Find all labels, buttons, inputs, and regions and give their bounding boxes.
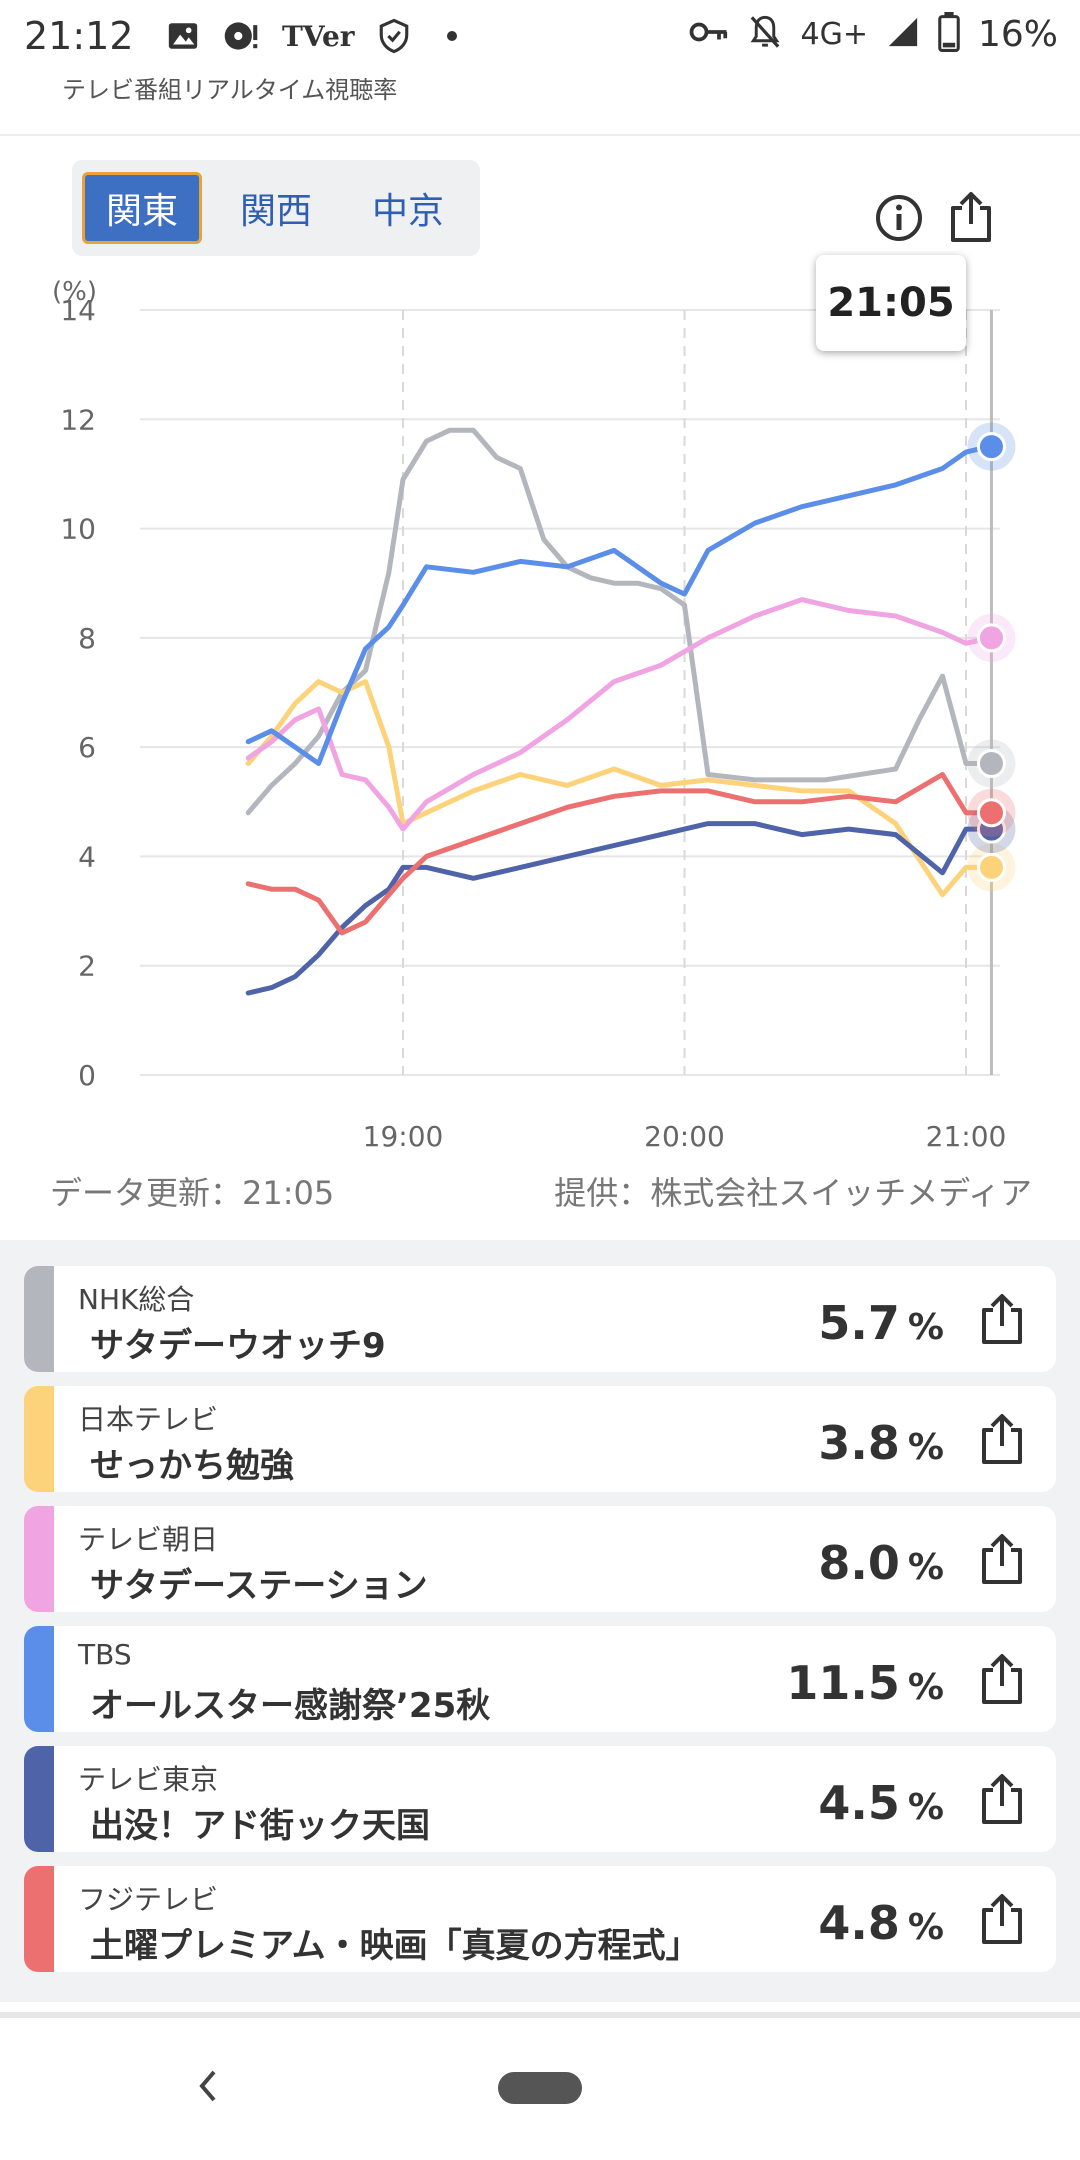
share-icon[interactable] bbox=[945, 190, 997, 244]
tab-chukyo[interactable]: 中京 bbox=[371, 191, 444, 232]
color-bar bbox=[24, 1266, 54, 1372]
channel-row-ntv[interactable]: 日本テレビ せっかち勉強 3.8% bbox=[24, 1386, 1056, 1492]
program-title: 土曜プレミアム・映画「真夏の方程式」 bbox=[90, 1926, 700, 1966]
y-tick-label: 0 bbox=[78, 1059, 96, 1092]
app-title: テレビ番組リアルタイム視聴率 bbox=[62, 76, 398, 104]
shield-icon bbox=[377, 16, 411, 56]
series-marker-1 bbox=[976, 852, 1006, 882]
vpn-key-icon bbox=[689, 17, 729, 51]
series-marker-3 bbox=[976, 432, 1006, 462]
notification-dot-icon bbox=[446, 31, 457, 41]
channel-name: TBS bbox=[78, 1638, 132, 1671]
status-right-icons: 4G+ 16% bbox=[689, 12, 1058, 56]
series-marker-0 bbox=[976, 749, 1006, 779]
series-marker-2 bbox=[976, 623, 1006, 653]
program-title: サタデーウオッチ9 bbox=[90, 1326, 386, 1366]
region-tabs: 関東 関西 中京 bbox=[72, 160, 480, 256]
rating-value: 4.8% bbox=[818, 1896, 944, 1950]
signal-icon bbox=[886, 15, 920, 53]
color-bar bbox=[24, 1506, 54, 1612]
channel-name: 日本テレビ bbox=[78, 1403, 219, 1436]
program-title: オールスター感謝祭’25秋 bbox=[90, 1686, 491, 1726]
color-bar bbox=[24, 1866, 54, 1972]
share-icon[interactable] bbox=[978, 1652, 1026, 1706]
rating-value: 4.5% bbox=[818, 1776, 944, 1830]
tab-kanto[interactable]: 関東 bbox=[82, 172, 202, 244]
program-title: 出没！アド街ック天国 bbox=[90, 1806, 430, 1846]
image-icon bbox=[166, 16, 200, 56]
y-tick-label: 12 bbox=[60, 403, 96, 436]
share-icon[interactable] bbox=[978, 1892, 1026, 1946]
share-icon[interactable] bbox=[978, 1772, 1026, 1826]
y-tick-label: 14 bbox=[60, 294, 96, 327]
color-bar bbox=[24, 1386, 54, 1492]
network-type: 4G+ bbox=[800, 16, 868, 52]
channel-row-nhk[interactable]: NHK総合 サタデーウオッチ9 5.7% bbox=[24, 1266, 1056, 1372]
status-bar: 21:12 TVer 4G+ 16% bbox=[0, 0, 1080, 72]
x-tick-label: 20:00 bbox=[644, 1120, 725, 1150]
battery-percent: 16% bbox=[977, 13, 1058, 55]
tver-icon: TVer bbox=[282, 19, 355, 53]
series-line-2 bbox=[245, 597, 992, 832]
program-title: せっかち勉強 bbox=[90, 1446, 294, 1486]
series-line-3 bbox=[245, 444, 992, 766]
rating-value: 8.0% bbox=[818, 1536, 944, 1590]
time-tooltip: 21:05 bbox=[816, 255, 966, 351]
color-bar bbox=[24, 1626, 54, 1732]
back-icon[interactable] bbox=[192, 2064, 222, 2108]
y-tick-label: 8 bbox=[78, 622, 96, 655]
channel-name: テレビ朝日 bbox=[78, 1523, 219, 1556]
series-line-5 bbox=[245, 772, 992, 936]
share-icon[interactable] bbox=[978, 1412, 1026, 1466]
channel-row-tv-asahi[interactable]: テレビ朝日 サタデーステーション 8.0% bbox=[24, 1506, 1056, 1612]
channel-row-fuji-tv[interactable]: フジテレビ 土曜プレミアム・映画「真夏の方程式」 4.8% bbox=[24, 1866, 1056, 1972]
series-marker-5 bbox=[976, 798, 1006, 828]
status-time: 21:12 bbox=[24, 14, 134, 58]
series-line-4 bbox=[245, 821, 992, 996]
color-bar bbox=[24, 1746, 54, 1852]
rating-value: 3.8% bbox=[818, 1416, 944, 1470]
x-tick-label: 21:00 bbox=[926, 1120, 1007, 1150]
x-tick-label: 19:00 bbox=[363, 1120, 444, 1150]
channel-row-tv-tokyo[interactable]: テレビ東京 出没！アド街ック天国 4.5% bbox=[24, 1746, 1056, 1852]
y-axis-label: (%) bbox=[52, 277, 97, 307]
share-icon[interactable] bbox=[978, 1532, 1026, 1586]
share-icon[interactable] bbox=[978, 1292, 1026, 1346]
notifications-off-icon bbox=[747, 13, 783, 55]
y-tick-label: 2 bbox=[78, 950, 96, 983]
tab-kansai[interactable]: 関西 bbox=[239, 191, 312, 232]
battery-icon bbox=[938, 12, 960, 56]
rating-value: 11.5% bbox=[786, 1656, 944, 1710]
channel-list: NHK総合 サタデーウオッチ9 5.7% 日本テレビ せっかち勉強 3.8% テ… bbox=[0, 1240, 1080, 2002]
data-update-text: データ更新：21:05 bbox=[50, 1174, 335, 1212]
rating-value: 5.7% bbox=[818, 1296, 944, 1350]
program-title: サタデーステーション bbox=[90, 1566, 428, 1606]
channel-name: テレビ東京 bbox=[78, 1763, 219, 1796]
y-tick-label: 4 bbox=[78, 840, 96, 873]
ratings-chart: 0 2 4 6 8 10 12 14(%) 19:00 20:00 21:00 bbox=[52, 277, 1016, 1150]
nav-divider bbox=[0, 2012, 1080, 2018]
source-text: 提供：株式会社スイッチメディア bbox=[554, 1174, 1032, 1212]
media-icon bbox=[222, 16, 260, 56]
y-tick-label: 6 bbox=[78, 731, 96, 764]
home-button[interactable] bbox=[498, 2072, 582, 2104]
info-icon[interactable] bbox=[875, 194, 923, 242]
channel-name: フジテレビ bbox=[78, 1883, 219, 1916]
series-line-1 bbox=[245, 679, 992, 898]
channel-row-tbs[interactable]: TBS オールスター感謝祭’25秋 11.5% bbox=[24, 1626, 1056, 1732]
y-tick-label: 10 bbox=[60, 513, 96, 546]
header-divider bbox=[0, 134, 1080, 136]
status-left-icons: TVer bbox=[166, 16, 457, 56]
channel-name: NHK総合 bbox=[78, 1283, 195, 1316]
